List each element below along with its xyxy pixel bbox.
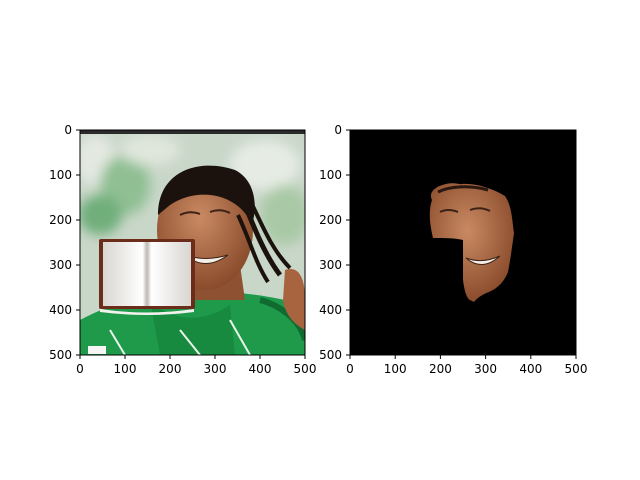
segmented-face bbox=[429, 183, 514, 302]
x-tick-label: 200 bbox=[159, 362, 182, 376]
x-tick-label: 0 bbox=[346, 362, 354, 376]
x-tick-label: 300 bbox=[474, 362, 497, 376]
y-tick-label: 200 bbox=[49, 213, 72, 227]
x-tick-label: 300 bbox=[204, 362, 227, 376]
original-photo-axes: 0 100 200 300 400 500 0 100 200 300 400 500 bbox=[49, 123, 316, 376]
x-tick-label: 500 bbox=[565, 362, 588, 376]
y-tick-label: 300 bbox=[319, 258, 342, 272]
x-tick-label: 0 bbox=[76, 362, 84, 376]
y-tick-label: 0 bbox=[64, 123, 72, 137]
y-tick-label: 0 bbox=[334, 123, 342, 137]
x-tick-label: 400 bbox=[519, 362, 542, 376]
x-tick-label: 100 bbox=[384, 362, 407, 376]
y-tick-label: 100 bbox=[49, 168, 72, 182]
x-tick-label: 500 bbox=[294, 362, 317, 376]
x-tick-label: 100 bbox=[114, 362, 137, 376]
x-tick-label: 400 bbox=[249, 362, 272, 376]
y-tick-label: 200 bbox=[319, 213, 342, 227]
segmented-face-axes: 0 100 200 300 400 500 0 100 200 300 400 500 bbox=[319, 123, 587, 376]
y-tick-label: 300 bbox=[49, 258, 72, 272]
x-tick-label: 200 bbox=[429, 362, 452, 376]
book-occluder bbox=[99, 239, 195, 315]
y-tick-label: 500 bbox=[49, 348, 72, 362]
segmented-face-panel bbox=[349, 129, 577, 356]
y-tick-label: 500 bbox=[319, 348, 342, 362]
original-photo-panel bbox=[79, 129, 306, 356]
y-tick-label: 100 bbox=[319, 168, 342, 182]
photo-image bbox=[80, 130, 305, 355]
y-tick-label: 400 bbox=[49, 303, 72, 317]
y-tick-label: 400 bbox=[319, 303, 342, 317]
